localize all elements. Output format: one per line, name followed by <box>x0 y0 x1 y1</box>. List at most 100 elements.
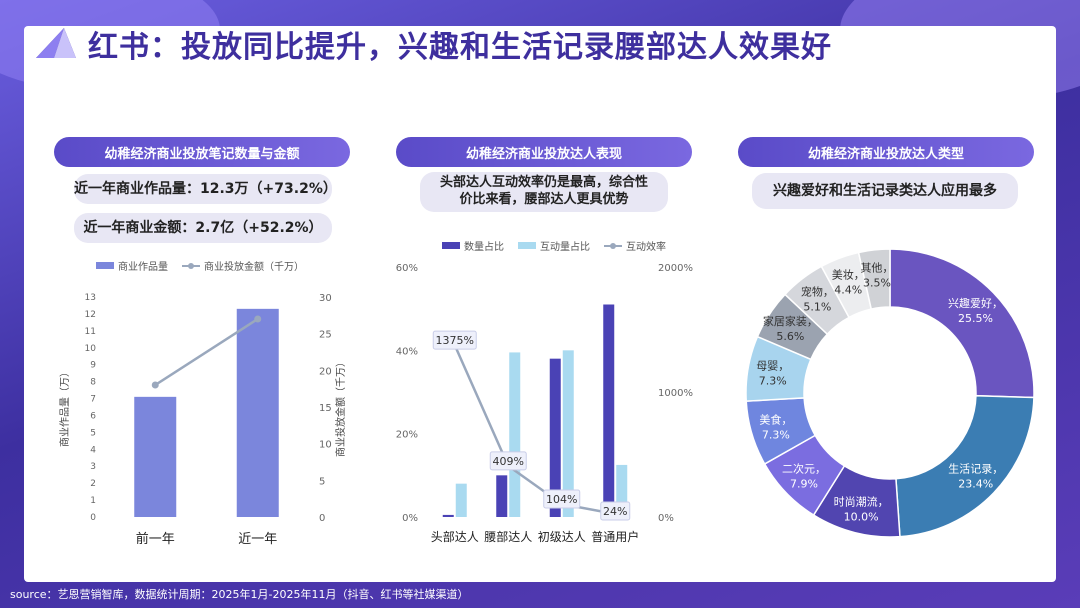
y-tick-label: 20% <box>396 430 418 441</box>
donut-slice <box>895 394 1035 538</box>
y-axis-label: 商业作品量（万） <box>58 367 71 447</box>
prism-logo-icon <box>36 28 76 58</box>
y-tick-label: 40% <box>396 346 418 357</box>
legend-swatch <box>518 242 536 249</box>
y-tick-label: 5 <box>90 428 96 438</box>
line-point <box>254 315 262 323</box>
line-point <box>151 381 159 389</box>
data-label-box <box>489 451 527 471</box>
slice-label: 美食， <box>759 413 792 427</box>
slice-value: 5.1% <box>803 301 831 314</box>
slice-value: 7.3% <box>762 429 790 442</box>
y2-tick-label: 30 <box>319 293 332 304</box>
slice-label: 家居家装， <box>763 314 818 328</box>
y2-tick-label: 5 <box>319 476 325 487</box>
panel1-legend: 商业作品量 商业投放金额（千万） <box>96 258 318 273</box>
donut-slice <box>889 248 1035 399</box>
bar-count-share <box>603 304 615 517</box>
legend-swatch <box>96 262 114 269</box>
data-label-box <box>543 489 581 509</box>
page-title: 红书：投放同比提升，兴趣和生活记录腰部达人效果好 <box>88 30 832 65</box>
y-tick-label: 4 <box>90 445 96 455</box>
series-line <box>154 317 259 387</box>
panel1-stat-works: 近一年商业作品量：12.3万（+73.2%） <box>74 174 337 204</box>
slice-label: 母婴， <box>756 360 789 373</box>
y-tick-label: 2 <box>90 479 96 489</box>
slice-value: 7.3% <box>759 375 787 388</box>
legend-label: 互动量占比 <box>540 242 590 253</box>
panel1-stat-amount: 近一年商业金额：2.7亿（+52.2%） <box>74 213 332 243</box>
panel2-legend: 数量占比 互动量占比 互动效率 <box>442 238 680 253</box>
y2-tick-label: 15 <box>319 403 332 414</box>
bar <box>236 308 279 517</box>
legend-item-amount: 商业投放金额（千万） <box>182 258 304 273</box>
y-tick-label: 7 <box>90 395 96 405</box>
y-tick-label: 11 <box>85 327 96 337</box>
y-tick-label: 12 <box>85 310 96 320</box>
data-label-box <box>432 330 477 350</box>
x-tick-label: 近一年 <box>238 532 277 547</box>
slice-label: 时尚潮流， <box>834 494 889 508</box>
slice-value: 3.5% <box>863 277 891 290</box>
legend-line-swatch <box>604 242 622 249</box>
x-tick-label: 前一年 <box>136 531 175 547</box>
panel2-subtitle-line: 价比来看，腰部达人更具优势 <box>459 192 629 207</box>
y-tick-label: 1 <box>90 496 96 506</box>
y2-tick-label: 25 <box>319 330 332 341</box>
y2-tick-label: 2000% <box>658 263 693 274</box>
efficiency-line <box>453 344 616 516</box>
legend-item-efficiency: 互动效率 <box>604 238 666 253</box>
kol-type-donut-chart: 兴趣爱好， 25.5% 生活记录， 23.4% 时尚潮流， 10.0% 二次元， 7.9% 美食… <box>745 248 1035 538</box>
y2-tick-label: 0 <box>319 513 325 524</box>
y-tick-label: 6 <box>90 411 96 421</box>
legend-label: 数量占比 <box>464 242 504 253</box>
y2-axis-label: 商业投放金额（千万） <box>334 357 347 457</box>
x-tick-label: 普通用户 <box>591 529 639 544</box>
legend-item-works: 商业作品量 <box>96 258 168 273</box>
y-tick-label: 0 <box>90 513 96 523</box>
legend-label: 商业投放金额（千万） <box>204 262 304 273</box>
x-tick-label: 初级达人 <box>538 530 586 544</box>
slice-value: 10.0% <box>844 510 879 523</box>
bar <box>134 396 177 517</box>
slice-label: 二次元， <box>782 461 826 475</box>
slice-value: 7.9% <box>790 477 818 490</box>
slice-value: 25.5% <box>958 312 993 325</box>
source-note: source：艺恩营销智库，数据统计周期：2025年1月-2025年11月（抖音… <box>10 588 469 601</box>
bar-interaction-share <box>509 352 521 517</box>
y2-tick-label: 20 <box>319 366 332 377</box>
y-tick-label: 9 <box>90 361 96 371</box>
bar-interaction-share <box>562 350 574 517</box>
y2-tick-label: 0% <box>658 513 674 524</box>
kol-performance-chart: 0% 20% 40% 60% 0% 1000% 2000% 头部达人 腰部达人 初级达人 普通用户 1… <box>396 263 693 544</box>
y2-tick-label: 10 <box>319 440 332 451</box>
data-label: 104% <box>546 493 577 506</box>
legend-label: 商业作品量 <box>118 262 168 273</box>
slice-value: 5.6% <box>776 330 804 343</box>
y2-tick-label: 1000% <box>658 388 693 399</box>
panel2-subtitle-line: 头部达人互动效率仍是最高，综合性 <box>439 175 648 191</box>
data-label: 409% <box>493 455 524 468</box>
y-tick-label: 10 <box>85 344 97 354</box>
y-tick-label: 0% <box>402 513 418 524</box>
bar-count-share <box>442 514 454 517</box>
panel2-header: 幼稚经济商业投放达人表现 <box>396 137 692 167</box>
legend-item-count: 数量占比 <box>442 238 504 253</box>
legend-label: 互动效率 <box>626 242 666 253</box>
bar-count-share <box>496 475 508 517</box>
x-tick-label: 腰部达人 <box>484 529 532 544</box>
bar-interaction-share <box>455 483 467 517</box>
slice-label: 其他， <box>860 262 893 275</box>
y-tick-label: 8 <box>90 378 96 388</box>
slice-label: 美妆， <box>832 269 865 282</box>
donut-slice <box>857 248 891 310</box>
slice-label: 宠物， <box>801 285 834 299</box>
panel1-header: 幼稚经济商业投放笔记数量与金额 <box>54 137 350 167</box>
slice-value: 4.4% <box>834 284 862 297</box>
legend-item-interaction: 互动量占比 <box>518 238 590 253</box>
panel2-subtitle: 头部达人互动效率仍是最高，综合性 价比来看，腰部达人更具优势 <box>420 172 668 212</box>
data-label: 1375% <box>436 334 474 347</box>
x-tick-label: 头部达人 <box>431 529 479 544</box>
slice-value: 23.4% <box>958 478 993 491</box>
